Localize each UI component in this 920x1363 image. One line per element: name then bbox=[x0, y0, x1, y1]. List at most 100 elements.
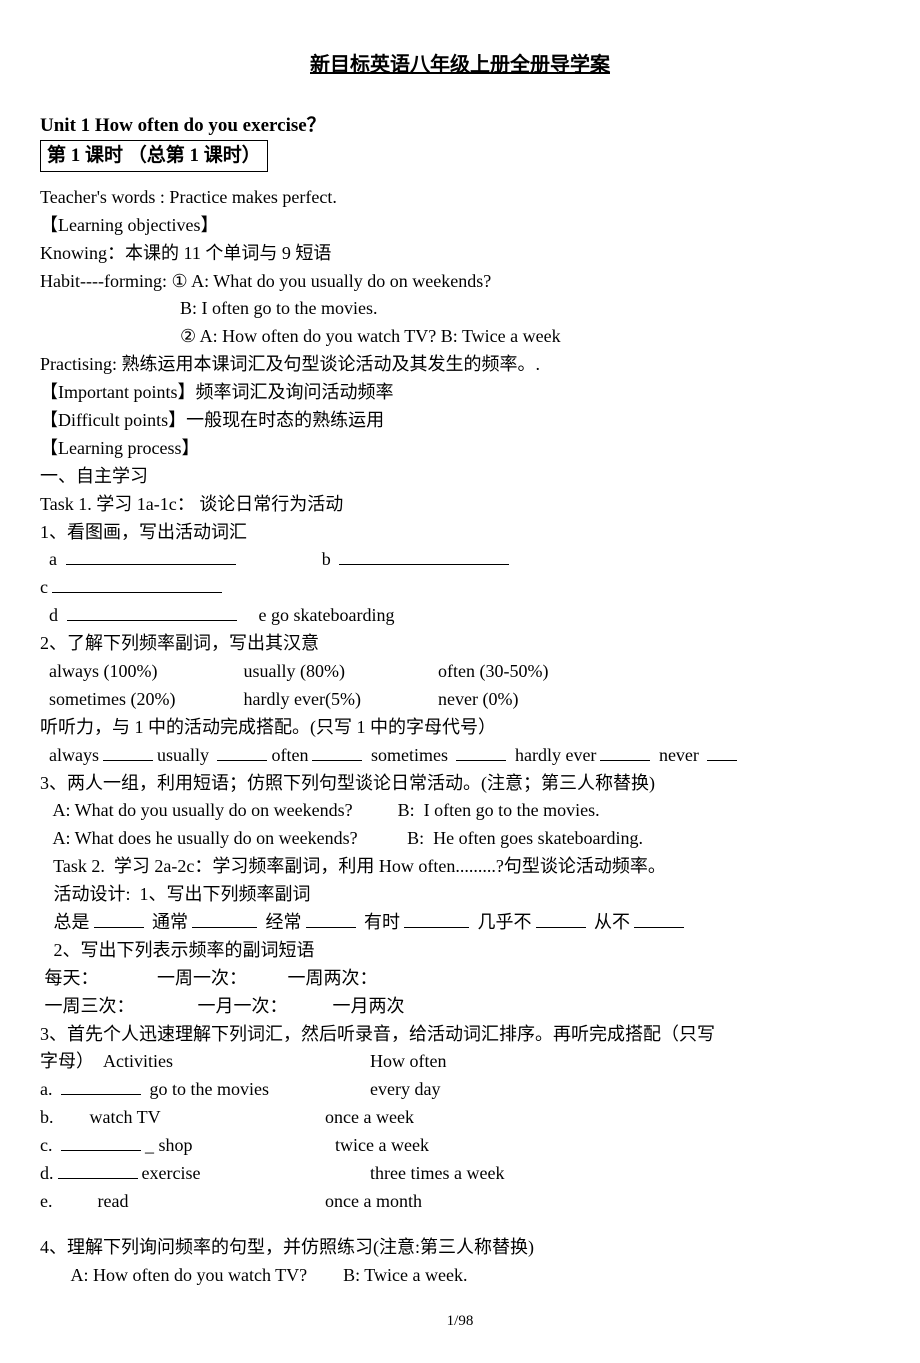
fill-blank[interactable] bbox=[94, 909, 144, 928]
freq-usually: usually (80%) bbox=[244, 658, 434, 686]
match-usually: usually bbox=[157, 745, 209, 765]
fill-blank[interactable] bbox=[339, 546, 509, 565]
knowing-line: Knowing：本课的 11 个单词与 9 短语 bbox=[40, 240, 880, 268]
important-points: 【Important points】频率词汇及询问活动频率 bbox=[40, 379, 880, 407]
activities-header: Activities bbox=[94, 1051, 173, 1071]
fill-blank[interactable] bbox=[536, 909, 586, 928]
table-row: a. go to the movies every day bbox=[40, 1076, 880, 1104]
unit-title: Unit 1 How often do you exercise？ bbox=[40, 111, 880, 140]
fill-blank[interactable] bbox=[61, 1076, 141, 1095]
lesson-box: 第 1 课时 （总第 1 课时） bbox=[40, 140, 268, 171]
row-activity: exercise bbox=[142, 1163, 201, 1183]
freq-often: often (30-50%) bbox=[438, 658, 628, 686]
freq-hardly: hardly ever(5%) bbox=[244, 686, 434, 714]
task1-item3: 3、两人一组，利用短语；仿照下列句型谈论日常活动。(注意；第三人称替换) bbox=[40, 770, 880, 798]
match-always: always bbox=[49, 745, 99, 765]
fill-blank[interactable] bbox=[312, 742, 362, 761]
table-row: b. watch TV once a week bbox=[40, 1104, 880, 1132]
match-sometimes: sometimes bbox=[371, 745, 448, 765]
row-label: c. bbox=[40, 1135, 53, 1155]
cn-never: 从不 bbox=[594, 912, 630, 932]
spacer bbox=[40, 1216, 880, 1234]
fill-blank[interactable] bbox=[404, 909, 469, 928]
blank-label-d: d bbox=[49, 605, 58, 625]
cn-usually: 通常 bbox=[152, 912, 188, 932]
phrase-row-1: 每天： 一周一次： 一周两次： bbox=[40, 965, 880, 993]
row-often: every day bbox=[370, 1076, 440, 1104]
task-1-header: Task 1. 学习 1a-1c： 谈论日常行为活动 bbox=[40, 491, 880, 519]
howoften-header: How often bbox=[370, 1048, 446, 1076]
match-hardly: hardly ever bbox=[515, 745, 596, 765]
fill-blank[interactable] bbox=[61, 1132, 141, 1151]
fill-blank[interactable] bbox=[192, 909, 257, 928]
task1-item3b: A: What does he usually do on weekends? … bbox=[40, 825, 880, 853]
match-never: never bbox=[659, 745, 699, 765]
table-row: d. exercise three times a week bbox=[40, 1160, 880, 1188]
match-row: always usually often sometimes hardly eve… bbox=[40, 742, 880, 770]
fill-blank[interactable] bbox=[634, 909, 684, 928]
row-label: d. bbox=[40, 1163, 54, 1183]
table-row: c. _ shop twice a week bbox=[40, 1132, 880, 1160]
fill-blank[interactable] bbox=[103, 742, 153, 761]
freq-row-1: always (100%) usually (80%) often (30-50… bbox=[40, 658, 880, 686]
learning-process-header: 【Learning process】 bbox=[40, 435, 880, 463]
activity-table: 字母） Activities How often a. go to the mo… bbox=[40, 1048, 880, 1215]
row-label: e. bbox=[40, 1191, 53, 1211]
blank-row-abc: a b c bbox=[40, 546, 880, 602]
fill-blank[interactable] bbox=[456, 742, 506, 761]
practising-line: Practising: 熟练运用本课词汇及句型谈论活动及其发生的频率。. bbox=[40, 351, 880, 379]
habit-line-1: Habit----forming: ① A: What do you usual… bbox=[40, 268, 880, 296]
fill-blank[interactable] bbox=[66, 546, 236, 565]
freq-always: always (100%) bbox=[49, 658, 239, 686]
habit-line-2: ② A: How often do you watch TV? B: Twice… bbox=[40, 323, 880, 351]
cn-hardly: 几乎不 bbox=[478, 912, 532, 932]
fill-blank[interactable] bbox=[306, 909, 356, 928]
fill-blank[interactable] bbox=[67, 602, 237, 621]
teacher-words: Teacher's words : Practice makes perfect… bbox=[40, 184, 880, 212]
learning-objectives-header: 【Learning objectives】 bbox=[40, 212, 880, 240]
task2-item3: 3、首先个人迅速理解下列词汇，然后听录音，给活动词汇排序。再听完成搭配（只写 bbox=[40, 1021, 880, 1049]
row-label: a. bbox=[40, 1079, 53, 1099]
task2-header: Task 2. 学习 2a-2c：学习频率副词，利用 How often....… bbox=[40, 853, 880, 881]
freq-never: never (0%) bbox=[438, 686, 628, 714]
task2-item2: 2、写出下列表示频率的副词短语 bbox=[40, 937, 880, 965]
blank-row-de: d e go skateboarding bbox=[40, 602, 880, 630]
row-often: once a month bbox=[325, 1188, 422, 1216]
freq-row-2: sometimes (20%) hardly ever(5%) never (0… bbox=[40, 686, 880, 714]
row-often: twice a week bbox=[335, 1132, 429, 1160]
match-often: often bbox=[271, 745, 308, 765]
row-activity: _ shop bbox=[145, 1135, 193, 1155]
cn-sometimes: 有时 bbox=[364, 912, 400, 932]
blank-label-b: b bbox=[322, 549, 331, 569]
difficult-points: 【Difficult points】一般现在时态的熟练运用 bbox=[40, 407, 880, 435]
row-label: b. bbox=[40, 1107, 54, 1127]
blank-label-e: e go skateboarding bbox=[259, 605, 395, 625]
listen-line: 听听力，与 1 中的活动完成搭配。(只写 1 中的字母代号） bbox=[40, 714, 880, 742]
task1-item2: 2、了解下列频率副词，写出其汉意 bbox=[40, 630, 880, 658]
task2-item4: 4、理解下列询问频率的句型，并仿照练习(注意:第三人称替换) bbox=[40, 1234, 880, 1262]
row-often: once a week bbox=[325, 1104, 414, 1132]
page-number: 1/98 bbox=[40, 1310, 880, 1333]
task2-item3b: 字母） bbox=[40, 1051, 94, 1071]
habit-line-1b: B: I often go to the movies. bbox=[40, 295, 880, 323]
blank-label-a: a bbox=[49, 549, 57, 569]
blank-label-c: c bbox=[40, 577, 48, 597]
row-activity: read bbox=[98, 1191, 129, 1211]
freq-sometimes: sometimes (20%) bbox=[49, 686, 239, 714]
phrase-row-2: 一周三次： 一月一次： 一月两次 bbox=[40, 993, 880, 1021]
fill-blank[interactable] bbox=[52, 574, 222, 593]
fill-blank[interactable] bbox=[707, 742, 737, 761]
row-often: three times a week bbox=[370, 1160, 504, 1188]
cn-always: 总是 bbox=[54, 912, 90, 932]
task1-item3a: A: What do you usually do on weekends? B… bbox=[40, 797, 880, 825]
fill-blank[interactable] bbox=[58, 1160, 138, 1179]
row-activity: watch TV bbox=[90, 1107, 161, 1127]
fill-blank[interactable] bbox=[217, 742, 267, 761]
task2-item4a: A: How often do you watch TV? B: Twice a… bbox=[40, 1262, 880, 1290]
task1-item1: 1、看图画，写出活动词汇 bbox=[40, 519, 880, 547]
cn-freq-row: 总是 通常 经常 有时 几乎不 从不 bbox=[40, 909, 880, 937]
task2-activity: 活动设计: 1、写出下列频率副词 bbox=[40, 881, 880, 909]
section-1-header: 一、自主学习 bbox=[40, 463, 880, 491]
fill-blank[interactable] bbox=[600, 742, 650, 761]
row-activity: go to the movies bbox=[150, 1079, 270, 1099]
